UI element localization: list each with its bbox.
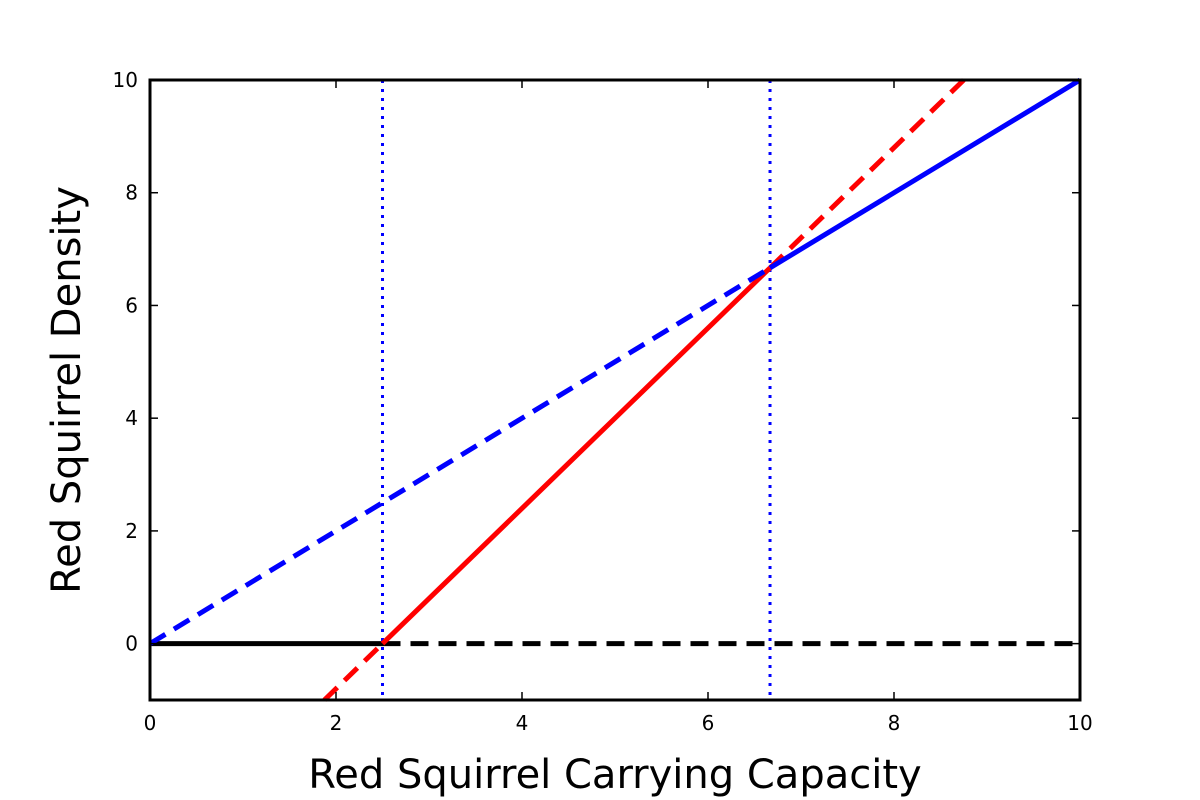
x-axis-label: Red Squirrel Carrying Capacity: [308, 752, 921, 798]
x-tick-label: 2: [330, 711, 343, 735]
x-tick-label: 10: [1067, 711, 1092, 735]
plot-lines: [148, 77, 1082, 702]
x-tick-label: 6: [702, 711, 715, 735]
y-tick-label: 4: [125, 406, 138, 430]
y-axis-label: Red Squirrel Density: [44, 186, 90, 594]
plot-frame: [148, 78, 1082, 702]
series-line-4: [768, 78, 966, 270]
series-line-6: [768, 77, 1082, 270]
series-line-2: [322, 641, 385, 702]
y-tick-label: 10: [113, 68, 138, 92]
y-tick-label: 2: [125, 519, 138, 543]
x-tick-label: 8: [888, 711, 901, 735]
y-tick-label: 6: [125, 293, 138, 317]
ticks: 0 2 4 6 8 10 0 2 4 6 8 10: [113, 68, 1093, 735]
y-tick-label: 8: [125, 181, 138, 205]
x-tick-label: 0: [144, 711, 157, 735]
y-tick-label: 0: [125, 632, 138, 656]
series-line-3: [380, 266, 772, 646]
x-tick-label: 4: [516, 711, 529, 735]
series-line-5: [148, 265, 772, 646]
